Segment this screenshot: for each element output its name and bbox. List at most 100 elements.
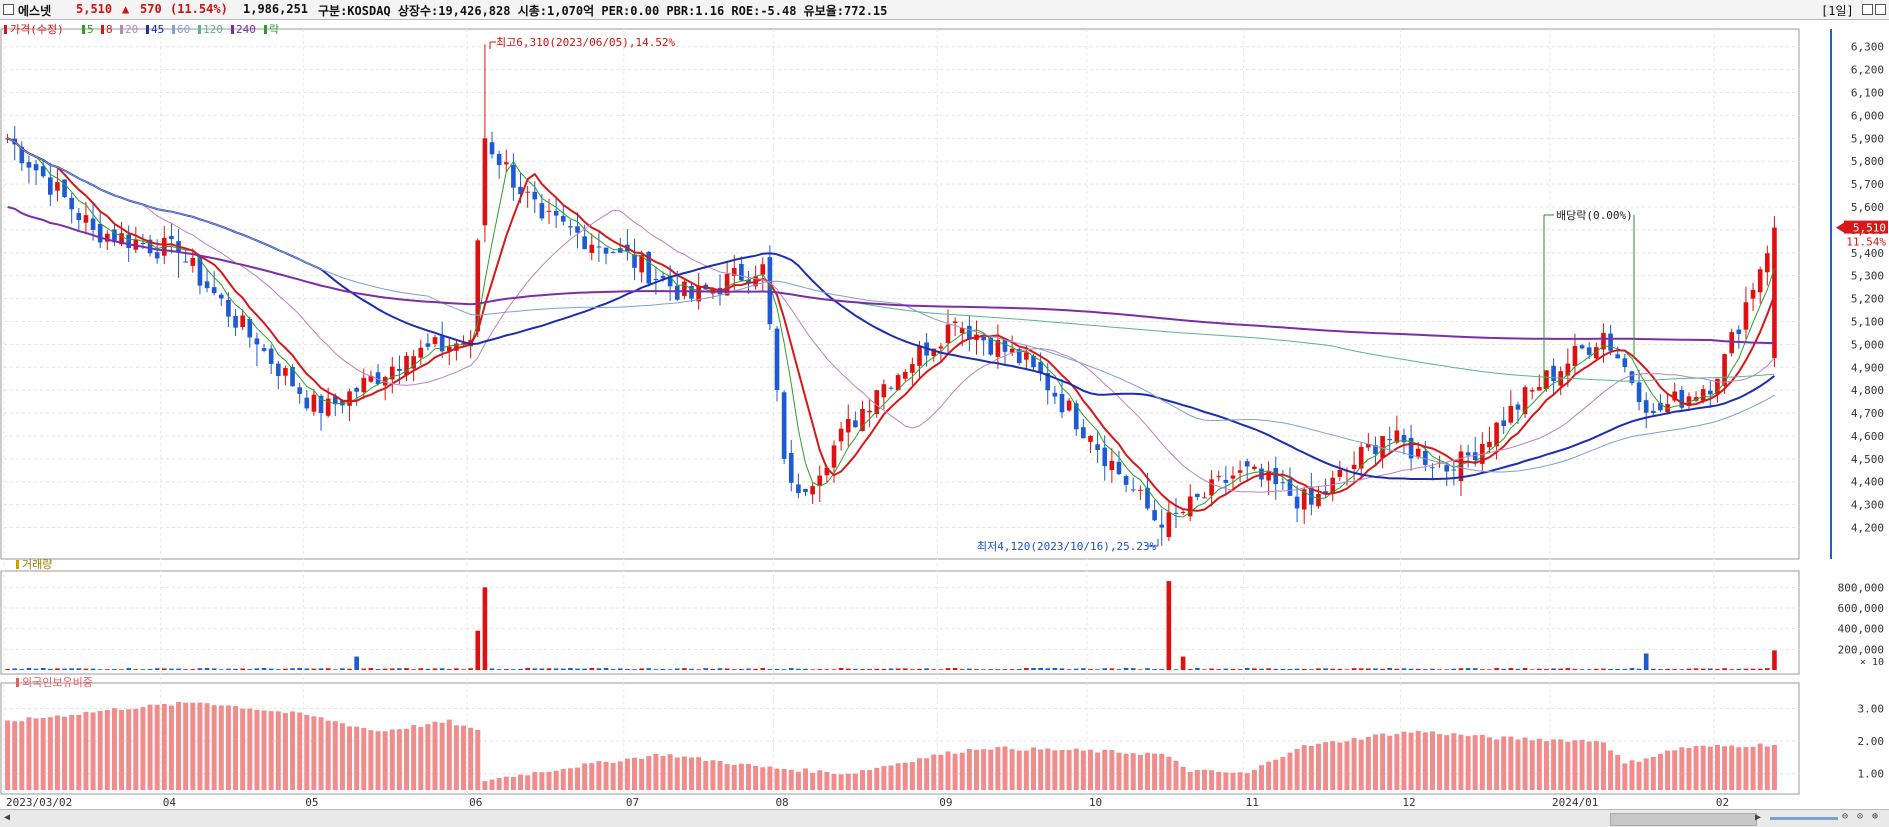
volume-bar [1672, 669, 1678, 670]
volume-bar [952, 667, 958, 670]
foreign-bar [703, 761, 709, 790]
foreign-bar [1508, 736, 1514, 790]
candle-body [874, 390, 880, 415]
legend-marker [16, 560, 19, 569]
foreign-bar [1479, 734, 1485, 790]
scroll-thumb[interactable] [1610, 813, 1757, 826]
volume-bar [625, 669, 630, 670]
candle-body [838, 428, 844, 442]
volume-bar [1244, 668, 1250, 670]
volume-bar [1138, 669, 1143, 670]
candle-body [853, 420, 858, 428]
candle-body [1102, 447, 1108, 467]
foreign-bar [1045, 748, 1051, 790]
volume-bar [454, 668, 459, 670]
x-tick-label: 02 [1716, 796, 1729, 809]
scroll-right-icon[interactable]: ▶ [1755, 812, 1762, 823]
foreign-bar [788, 769, 794, 790]
foreign-bar [1501, 736, 1507, 790]
candle-body [646, 251, 652, 284]
close-icon[interactable] [1875, 4, 1886, 15]
volume-bar [268, 668, 274, 670]
volume-bar [881, 668, 887, 670]
foreign-bar [97, 710, 103, 790]
foreign-bar [667, 754, 673, 790]
foreign-bar [817, 770, 823, 790]
candle-body [596, 246, 602, 248]
volume-bar [945, 668, 951, 670]
scroll-left-icon[interactable]: ◀ [4, 812, 11, 823]
foreign-bar [1152, 753, 1158, 790]
candle-body [318, 395, 324, 414]
volume-bar [439, 668, 445, 670]
candle-body [682, 281, 687, 296]
up-arrow-icon: ▲ [122, 2, 130, 16]
volume-bar [1508, 668, 1514, 670]
volume-bar [154, 668, 160, 670]
zoom-reset-icon[interactable]: ⊙ [1857, 811, 1864, 822]
candle-body [1615, 354, 1621, 359]
volume-bar [1073, 668, 1079, 670]
volume-bar [368, 668, 374, 670]
volume-bar [1764, 668, 1770, 670]
volume-bar [781, 669, 787, 670]
volume-bar [204, 668, 210, 670]
volume-bar [183, 669, 188, 670]
zoom-slider[interactable] [1770, 817, 1838, 820]
foreign-bar [468, 727, 474, 790]
foreign-bar [938, 754, 944, 790]
price-tick-label: 4,400 [1851, 476, 1884, 489]
zoom-out-icon[interactable]: ⊖ [1842, 811, 1849, 822]
volume-bar [867, 669, 872, 670]
foreign-bar [1757, 743, 1763, 790]
minimize-icon[interactable] [1862, 4, 1873, 15]
foreign-bar [1401, 731, 1407, 790]
foreign-bar [318, 717, 324, 790]
scroll-bar[interactable]: ◀ ▶ ⊖ ⊙ ⊕ [0, 809, 1889, 827]
price-tick-label: 5,300 [1851, 270, 1884, 283]
volume-bar [275, 669, 281, 670]
foreign-bar [1657, 753, 1663, 790]
volume-bar [1130, 668, 1136, 670]
checkbox-icon[interactable] [3, 4, 14, 15]
volume-bar [496, 669, 502, 670]
volume-bar [589, 668, 595, 670]
candle-body [767, 257, 773, 325]
zoom-in-icon[interactable]: ⊕ [1872, 811, 1879, 822]
price-tick-label: 5,800 [1851, 155, 1884, 168]
foreign-bar [860, 770, 865, 790]
volume-bar [1202, 669, 1207, 670]
volume-bar [1081, 668, 1086, 670]
volume-bar [1031, 667, 1036, 670]
chart-area[interactable]: 4,200 4,300 4,400 4,500 4,600 4,700 4,800 4,900… [0, 19, 1889, 809]
candle-body [1073, 403, 1079, 430]
candle-body [1415, 448, 1421, 458]
foreign-bar [475, 729, 481, 790]
foreign-bar [1194, 769, 1200, 790]
foreign-bar [1023, 750, 1029, 790]
volume-bar [1408, 668, 1414, 670]
candle-body [1237, 470, 1243, 473]
volume-bar [660, 668, 666, 670]
candle-body [981, 336, 986, 341]
candle-body [610, 252, 616, 254]
foreign-bar [632, 757, 638, 790]
volume-bar [560, 668, 566, 670]
volume-bar [938, 669, 944, 670]
candle-body [1095, 444, 1100, 451]
foreign-bar [981, 749, 987, 790]
foreign-bar [1643, 758, 1649, 790]
volume-bar [1066, 669, 1072, 670]
period-selector[interactable]: [1일] [1821, 4, 1854, 18]
foreign-bar [332, 721, 338, 790]
candle-body [1601, 332, 1606, 350]
candle-body [204, 281, 210, 289]
candle-body [211, 287, 217, 294]
foreign-bar [1451, 733, 1457, 790]
volume-bar [1572, 668, 1578, 670]
foreign-bar [1422, 732, 1428, 790]
volume-bar [482, 587, 488, 670]
x-axis: 2023/03/02 04 05 06 07 08 09 10 11 12 2024/01 02 [6, 796, 1729, 809]
candle-body [1487, 441, 1492, 448]
foreign-bar [1344, 741, 1350, 790]
